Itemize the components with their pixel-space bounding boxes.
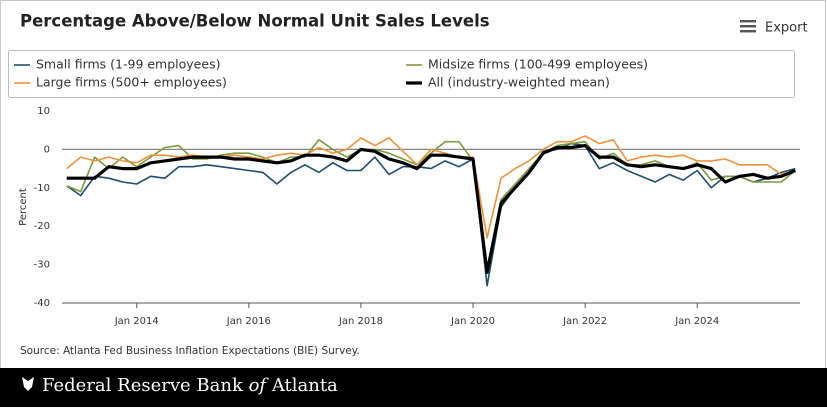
legend-label: Small firms (1-99 employees) — [36, 57, 220, 72]
export-label[interactable]: Export — [765, 21, 808, 36]
footer-logo — [22, 377, 34, 391]
y-tick-label: 0 — [44, 144, 50, 155]
footer-city: Atlanta — [271, 375, 338, 396]
export-button[interactable]: Export — [740, 20, 808, 36]
menu-icon — [740, 20, 756, 23]
series-line — [66, 144, 796, 274]
source-note: Source: Atlanta Fed Business Inflation E… — [20, 345, 360, 357]
legend-box — [8, 50, 795, 98]
x-tick-label: Jan 2018 — [338, 316, 383, 327]
menu-icon — [740, 25, 756, 28]
x-tick-label: Jan 2022 — [562, 316, 607, 327]
x-tick-label: Jan 2014 — [114, 316, 159, 327]
y-axis-label: Percent — [18, 188, 29, 226]
footer-brand: Federal Reserve Bank of Atlanta — [42, 375, 338, 396]
chart-title: Percentage Above/Below Normal Unit Sales… — [20, 12, 490, 31]
footer-name: Federal Reserve Bank — [42, 375, 244, 396]
x-tick-label: Jan 2016 — [226, 316, 271, 327]
legend-label: Large firms (500+ employees) — [36, 75, 227, 90]
menu-icon — [740, 30, 756, 33]
x-tick-label: Jan 2024 — [674, 316, 719, 327]
y-tick-label: -20 — [34, 221, 50, 232]
y-tick-label: -30 — [34, 260, 50, 271]
legend-label: Midsize firms (100-499 employees) — [428, 57, 648, 72]
series-line — [66, 142, 796, 287]
y-tick-label: 10 — [37, 106, 50, 117]
footer-of: of — [249, 375, 270, 396]
y-tick-label: -10 — [34, 183, 50, 194]
legend-label: All (industry-weighted mean) — [428, 75, 610, 90]
x-tick-label: Jan 2020 — [450, 316, 495, 327]
series-line — [66, 135, 796, 239]
y-tick-label: -40 — [34, 298, 50, 309]
footer-bar — [0, 368, 827, 407]
